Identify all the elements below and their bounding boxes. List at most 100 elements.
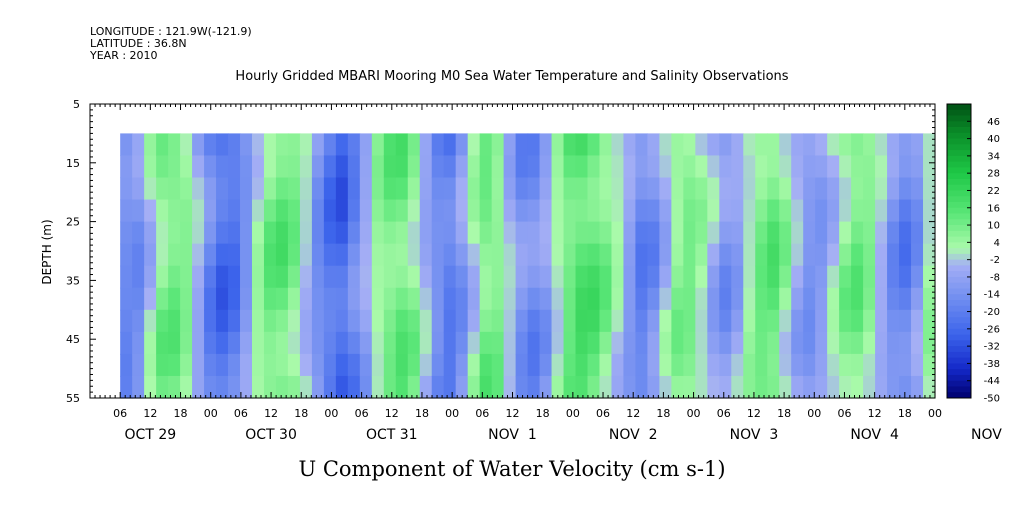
heat-cell <box>671 331 684 355</box>
heat-cell <box>503 309 517 333</box>
heat-cell <box>431 309 445 333</box>
heat-cell <box>287 287 301 311</box>
heat-cell <box>180 221 193 245</box>
x-date-label: NOV 4 <box>850 427 899 443</box>
heat-cell <box>779 353 792 377</box>
heat-cell <box>251 287 265 311</box>
colorbar-label: 34 <box>987 151 1000 162</box>
colorbar-label: -20 <box>984 307 1000 318</box>
heat-cell <box>599 133 613 157</box>
heat-cell <box>120 155 133 179</box>
heat-cell <box>863 309 876 333</box>
heat-cell <box>875 265 888 289</box>
heat-cell <box>851 199 864 223</box>
heat-cell <box>611 133 625 157</box>
heat-cell <box>875 375 888 399</box>
heat-cell <box>419 199 433 223</box>
heat-cell <box>144 331 157 355</box>
heat-cell <box>287 265 301 289</box>
heat-cell <box>192 155 205 179</box>
heat-cell <box>216 287 229 311</box>
heat-cell <box>347 155 361 179</box>
x-hour-label: 18 <box>294 407 308 420</box>
heat-cell <box>839 243 852 267</box>
heat-cell <box>515 221 529 245</box>
heat-cell <box>503 353 517 377</box>
heat-cell <box>275 309 289 333</box>
heat-cell <box>851 243 864 267</box>
heat-cell <box>228 375 241 399</box>
heat-cell <box>120 287 133 311</box>
heat-cell <box>575 199 589 223</box>
heat-cell <box>359 133 373 157</box>
heat-cell <box>707 353 720 377</box>
x-date-label: OCT 29 <box>125 427 177 443</box>
heat-cell <box>335 177 349 201</box>
heat-cell <box>827 177 840 201</box>
heat-cell <box>659 133 672 157</box>
heat-cell <box>323 309 337 333</box>
heat-cell <box>371 353 385 377</box>
heat-cell <box>263 265 277 289</box>
colorbar-label: -50 <box>984 394 1000 405</box>
heat-cell <box>527 221 541 245</box>
x-hour-label: 06 <box>113 407 127 420</box>
heat-cell <box>815 287 828 311</box>
heat-cell <box>359 331 373 355</box>
heat-cell <box>683 177 696 201</box>
heat-cell <box>851 353 864 377</box>
heat-cell <box>371 309 385 333</box>
heat-cell <box>395 243 409 267</box>
heat-cell <box>395 265 409 289</box>
x-date-label: NOV 2 <box>609 427 658 443</box>
heat-cell <box>120 243 133 267</box>
heat-cell <box>323 243 337 267</box>
heat-cell <box>228 177 241 201</box>
heat-cell <box>443 309 457 333</box>
heat-cell <box>479 155 493 179</box>
heat-cell <box>611 199 625 223</box>
heat-cell <box>240 199 253 223</box>
heat-cell <box>767 287 780 311</box>
heat-cell <box>599 243 613 267</box>
heat-cell <box>647 243 660 267</box>
heat-cell <box>323 331 337 355</box>
heat-cell <box>335 133 349 157</box>
heat-cell <box>383 221 397 245</box>
heat-cell <box>287 133 301 157</box>
heat-cell <box>240 287 253 311</box>
colorbar-label: -26 <box>984 324 1000 335</box>
x-hour-label: 18 <box>536 407 550 420</box>
heat-cell <box>132 309 145 333</box>
minor-ticks <box>89 103 936 399</box>
y-tick-label: 35 <box>66 274 80 287</box>
colorbar-swatch <box>947 121 971 128</box>
heat-cell <box>875 133 888 157</box>
latitude-label: LATITUDE : 36.8N <box>90 37 187 50</box>
heat-cell <box>299 221 313 245</box>
heat-cell <box>587 265 601 289</box>
heat-cell <box>515 287 529 311</box>
heat-cell <box>779 221 792 245</box>
heat-cell <box>611 155 625 179</box>
heat-cell <box>863 155 876 179</box>
heat-cell <box>659 199 672 223</box>
heat-cell <box>383 265 397 289</box>
heat-cell <box>755 133 768 157</box>
heat-cell <box>156 265 169 289</box>
x-hour-label: 06 <box>234 407 248 420</box>
heat-cell <box>803 353 816 377</box>
colorbar-swatch <box>947 230 971 237</box>
colorbar-label: -32 <box>984 342 1000 353</box>
heat-cell <box>132 265 145 289</box>
heat-cell <box>467 177 481 201</box>
heat-cell <box>431 375 445 399</box>
heat-cell <box>204 199 217 223</box>
heat-cell <box>347 133 361 157</box>
heat-cell <box>863 177 876 201</box>
heat-cell <box>767 133 780 157</box>
heat-cell <box>120 221 133 245</box>
heat-cell <box>647 133 660 157</box>
heat-cell <box>731 199 744 223</box>
heat-cell <box>144 243 157 267</box>
